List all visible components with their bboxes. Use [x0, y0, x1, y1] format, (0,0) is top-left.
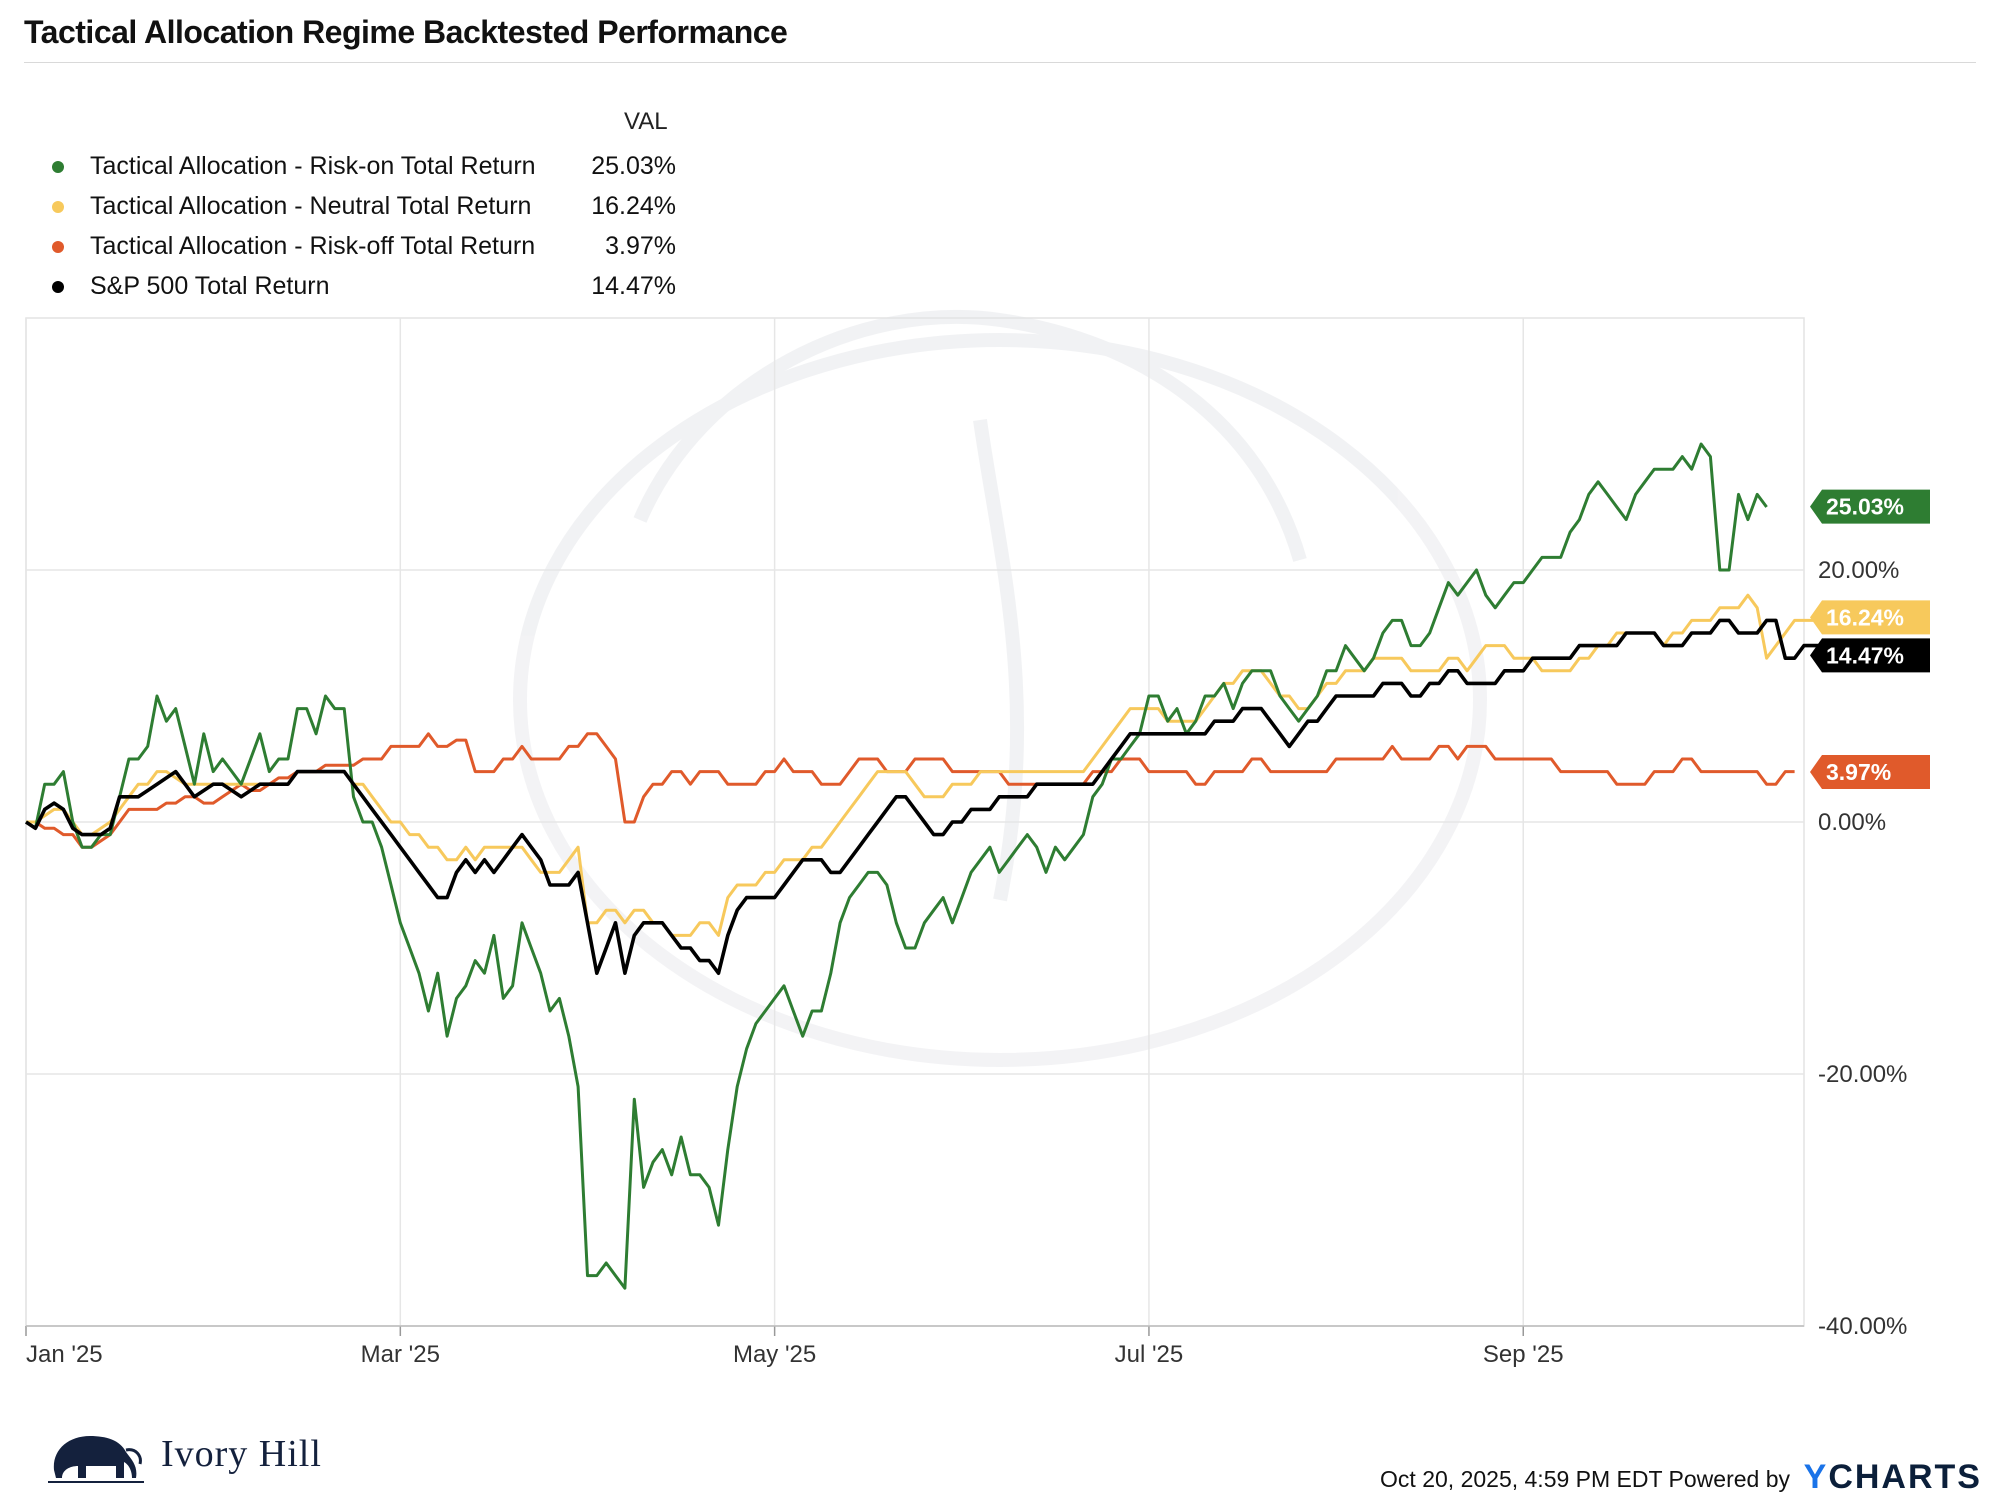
y-tick-label: 20.00% [1818, 557, 1899, 584]
y-tick-label: -40.00% [1818, 1313, 1907, 1340]
series-line-tactical-allocation-risk-on-total-return[interactable] [25, 442, 1768, 1290]
legend-item-risk-off[interactable]: Tactical Allocation - Risk-off Total Ret… [46, 228, 676, 266]
ycharts-logo-text: CHARTS [1828, 1458, 1982, 1496]
end-value-flag: 3.97% [1810, 754, 1930, 789]
legend-item-sp500[interactable]: S&P 500 Total Return 14.47% [46, 268, 676, 306]
legend-item-value: 16.24% [591, 192, 676, 220]
end-value-flag: 25.03% [1810, 489, 1930, 524]
legend-item-label: Tactical Allocation - Risk-on Total Retu… [90, 152, 536, 180]
series-line-tactical-allocation-neutral-total-return[interactable] [26, 593, 1814, 937]
chart-title: Tactical Allocation Regime Backtested Pe… [24, 14, 788, 50]
legend-item-label: Tactical Allocation - Neutral Total Retu… [90, 192, 532, 220]
elephant-watermark-icon [513, 309, 1487, 1067]
legend-item-value: 14.47% [591, 272, 676, 300]
legend-dot-icon [52, 241, 64, 253]
legend-item-risk-on[interactable]: Tactical Allocation - Risk-on Total Retu… [46, 148, 676, 186]
y-tick-label: 0.00% [1818, 809, 1886, 836]
end-value-flag: 16.24% [1810, 600, 1930, 635]
brand-logo: Ivory Hill [46, 1420, 386, 1490]
end-value-label: 16.24% [1826, 604, 1904, 630]
legend-item-label: Tactical Allocation - Risk-off Total Ret… [90, 232, 536, 260]
end-value-label: 3.97% [1826, 759, 1891, 785]
series-line-tactical-allocation-risk-off-total-return[interactable] [26, 732, 1795, 849]
y-tick-label: -20.00% [1818, 1061, 1907, 1088]
legend-value-header: VAL [624, 108, 668, 135]
x-tick-label: Jan '25 [26, 1341, 103, 1368]
end-value-label: 25.03% [1826, 494, 1904, 520]
end-value-flag-shape [1810, 754, 1930, 789]
legend-item-neutral[interactable]: Tactical Allocation - Neutral Total Retu… [46, 188, 676, 226]
series-line-s-p-500-total-return[interactable] [24, 618, 1833, 976]
brand-name: Ivory Hill [161, 1433, 322, 1475]
legend-item-value: 25.03% [591, 152, 676, 180]
end-value-label: 14.47% [1826, 642, 1904, 668]
timestamp: Oct 20, 2025, 4:59 PM EDT Powered by [1380, 1466, 1790, 1492]
end-value-flag-shape [1810, 600, 1930, 635]
x-tick-label: Mar '25 [361, 1341, 440, 1368]
x-tick-label: Jul '25 [1115, 1341, 1184, 1368]
end-value-flag-shape [1810, 489, 1930, 524]
legend-dot-icon [52, 161, 64, 173]
x-tick-label: May '25 [733, 1341, 816, 1368]
legend-dot-icon [52, 281, 64, 293]
legend-item-value: 3.97% [605, 232, 676, 260]
legend-dot-icon [52, 201, 64, 213]
legend-item-label: S&P 500 Total Return [90, 272, 330, 300]
elephant-logo-icon [48, 1436, 144, 1483]
ycharts-logo-prefix: Y [1803, 1458, 1829, 1496]
x-tick-label: Sep '25 [1483, 1341, 1564, 1368]
title-divider [24, 62, 1976, 63]
ycharts-logo[interactable]: YCHARTS [1804, 1458, 1982, 1497]
end-value-flag-shape [1810, 638, 1930, 673]
end-value-flag: 14.47% [1810, 638, 1930, 673]
